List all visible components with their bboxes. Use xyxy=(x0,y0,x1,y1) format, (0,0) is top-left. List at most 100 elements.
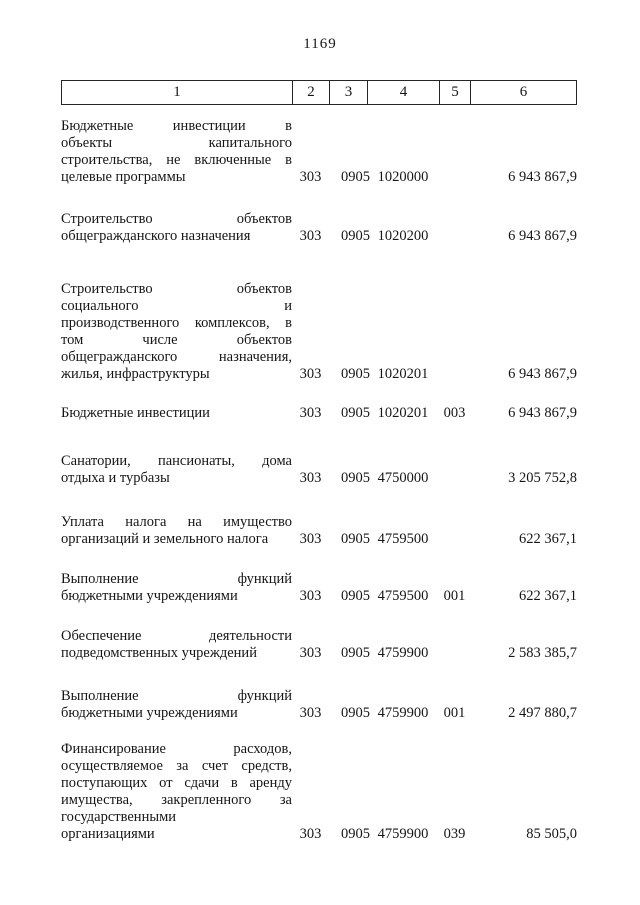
article-code-cell: 4759900 xyxy=(377,826,429,842)
description-line: том числе объектов xyxy=(61,332,292,348)
row-description: Санатории, пансионаты, дома отдыха и тур… xyxy=(61,453,292,487)
expense-type-cell: 001 xyxy=(443,588,466,604)
description-line: Выполнение функций xyxy=(61,688,292,704)
header-cell-5: 5 xyxy=(440,81,471,104)
description-line: Уплата налога на имущество xyxy=(61,514,292,530)
article-code-cell: 4759500 xyxy=(377,588,429,604)
table-row: Финансирование расходов, осуществляемое … xyxy=(61,741,577,843)
grbs-code-cell: 303 xyxy=(299,531,322,547)
amount-cell: 3 205 752,8 xyxy=(508,470,577,486)
description-line: подведомственных учреждений xyxy=(61,645,257,661)
description-line: Санатории, пансионаты, дома xyxy=(61,453,292,469)
amount-cell: 85 505,0 xyxy=(526,826,577,842)
article-code-cell: 4759900 xyxy=(377,645,429,661)
table-header: 1 2 3 4 5 6 xyxy=(61,80,577,105)
amount-cell: 6 943 867,9 xyxy=(508,366,577,382)
table-row: Бюджетные инвестиции в объекты капитальн… xyxy=(61,118,577,186)
grbs-code-cell: 303 xyxy=(299,169,322,185)
description-line: поступающих от сдачи в аренду xyxy=(61,775,292,791)
header-cell-1: 1 xyxy=(62,81,293,104)
grbs-code-cell: 303 xyxy=(299,228,322,244)
table-row: Санатории, пансионаты, дома отдыха и тур… xyxy=(61,453,577,487)
grbs-code-cell: 303 xyxy=(299,826,322,842)
table-row: Строительство объектов общегражданского … xyxy=(61,211,577,245)
amount-cell: 2 583 385,7 xyxy=(508,645,577,661)
description-line: Бюджетные инвестиции xyxy=(61,405,210,421)
section-code-cell: 0905 xyxy=(341,531,370,547)
description-line: общегражданского назначения xyxy=(61,228,251,244)
article-code-cell: 4759900 xyxy=(377,705,429,721)
grbs-code-cell: 303 xyxy=(299,645,322,661)
expense-type-cell: 001 xyxy=(443,705,466,721)
article-code-cell: 4750000 xyxy=(377,470,429,486)
description-line: бюджетными учреждениями xyxy=(61,588,238,604)
description-line: отдыха и турбазы xyxy=(61,470,170,486)
article-code-cell: 4759500 xyxy=(377,531,429,547)
section-code-cell: 0905 xyxy=(341,169,370,185)
row-description: Обеспечение деятельности подведомственны… xyxy=(61,628,292,662)
table-row: Строительство объектов социального и про… xyxy=(61,281,577,383)
grbs-code-cell: 303 xyxy=(299,366,322,382)
description-line: Бюджетные инвестиции в xyxy=(61,118,292,134)
row-description: Строительство объектов общегражданского … xyxy=(61,211,292,245)
row-description: Выполнение функций бюджетными учреждения… xyxy=(61,688,292,722)
table-row: Бюджетные инвестиции 303 0905 1020201 00… xyxy=(61,405,577,422)
row-description: Финансирование расходов, осуществляемое … xyxy=(61,741,292,843)
grbs-code-cell: 303 xyxy=(299,705,322,721)
expense-type-cell: 003 xyxy=(443,405,466,421)
table-row: Выполнение функций бюджетными учреждения… xyxy=(61,571,577,605)
section-code-cell: 0905 xyxy=(341,405,370,421)
description-line: Выполнение функций xyxy=(61,571,292,587)
article-code-cell: 1020200 xyxy=(377,228,429,244)
amount-cell: 6 943 867,9 xyxy=(508,169,577,185)
amount-cell: 6 943 867,9 xyxy=(508,405,577,421)
page-number: 1169 xyxy=(303,36,337,52)
description-line: Обеспечение деятельности xyxy=(61,628,292,644)
grbs-code-cell: 303 xyxy=(299,470,322,486)
table-row: Выполнение функций бюджетными учреждения… xyxy=(61,688,577,722)
table-row: Обеспечение деятельности подведомственны… xyxy=(61,628,577,662)
section-code-cell: 0905 xyxy=(341,366,370,382)
amount-cell: 2 497 880,7 xyxy=(508,705,577,721)
description-line: Строительство объектов xyxy=(61,211,292,227)
description-line: общегражданского назначения, xyxy=(61,349,292,365)
row-description: Выполнение функций бюджетными учреждения… xyxy=(61,571,292,605)
description-line: государственными xyxy=(61,809,177,825)
section-code-cell: 0905 xyxy=(341,705,370,721)
description-line: организаций и земельного налога xyxy=(61,531,269,547)
header-cell-3: 3 xyxy=(330,81,368,104)
description-line: бюджетными учреждениями xyxy=(61,705,238,721)
row-description: Бюджетные инвестиции xyxy=(61,405,292,422)
description-line: объекты капитального xyxy=(61,135,292,151)
description-line: производственного комплексов, в xyxy=(61,315,292,331)
description-line: осуществляемое за счет средств, xyxy=(61,758,292,774)
expense-type-cell: 039 xyxy=(443,826,466,842)
description-line: социального и xyxy=(61,298,292,314)
amount-cell: 622 367,1 xyxy=(519,531,577,547)
grbs-code-cell: 303 xyxy=(299,405,322,421)
row-description: Бюджетные инвестиции в объекты капитальн… xyxy=(61,118,292,186)
section-code-cell: 0905 xyxy=(341,228,370,244)
header-cell-2: 2 xyxy=(293,81,330,104)
section-code-cell: 0905 xyxy=(341,826,370,842)
grbs-code-cell: 303 xyxy=(299,588,322,604)
description-line: организациями xyxy=(61,826,155,842)
description-line: строительства, не включенные в xyxy=(61,152,292,168)
section-code-cell: 0905 xyxy=(341,645,370,661)
row-description: Уплата налога на имущество организаций и… xyxy=(61,514,292,548)
header-cell-6: 6 xyxy=(519,84,528,100)
description-line: жилья, инфраструктуры xyxy=(61,366,210,382)
header-cell-4: 4 xyxy=(368,81,440,104)
section-code-cell: 0905 xyxy=(341,588,370,604)
article-code-cell: 1020201 xyxy=(377,405,429,421)
description-line: Строительство объектов xyxy=(61,281,292,297)
description-line: целевые программы xyxy=(61,169,186,185)
amount-cell: 6 943 867,9 xyxy=(508,228,577,244)
table-body: Бюджетные инвестиции в объекты капитальн… xyxy=(61,105,577,843)
description-line: имущества, закрепленного за xyxy=(61,792,292,808)
description-line: Финансирование расходов, xyxy=(61,741,292,757)
table-row: Уплата налога на имущество организаций и… xyxy=(61,514,577,548)
article-code-cell: 1020201 xyxy=(377,366,429,382)
amount-cell: 622 367,1 xyxy=(519,588,577,604)
